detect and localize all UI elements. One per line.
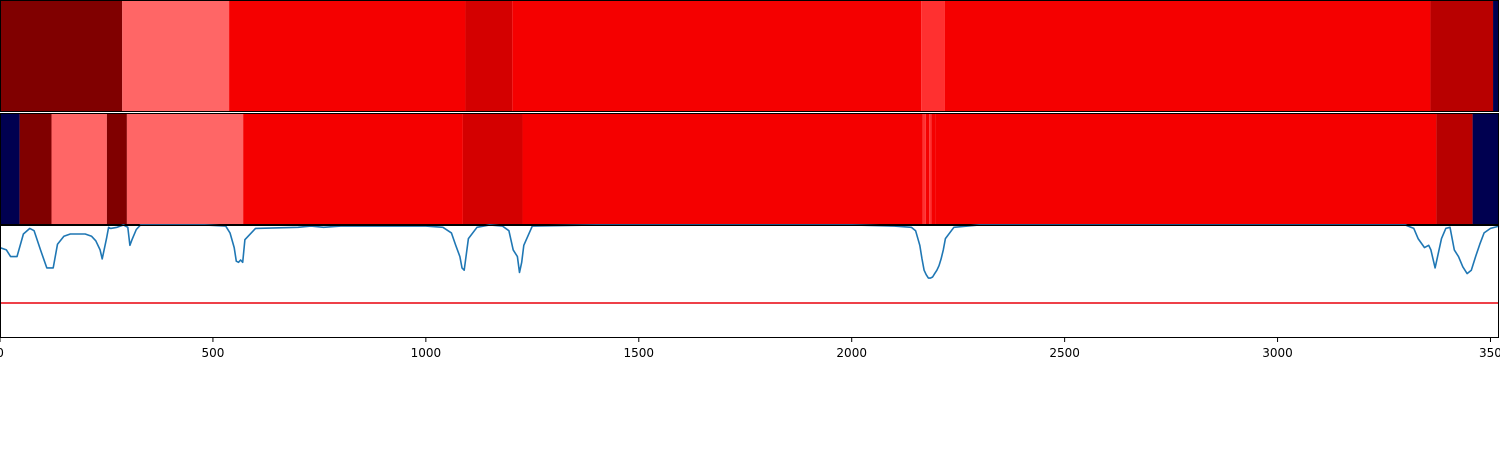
- x-tick-label: 3000: [1262, 346, 1293, 360]
- heatmap-segment: [929, 113, 932, 225]
- x-axis: 0 500 1000 1500 2000 2500 3000 350: [0, 338, 1500, 360]
- heatmap-segment: [122, 0, 230, 112]
- heatmap-segment: [931, 113, 936, 225]
- panel-frame: [0, 0, 1499, 112]
- middle-heatmap-bar: [0, 113, 1499, 225]
- heatmap-segment: [921, 0, 945, 112]
- heatmap-segment: [925, 113, 930, 225]
- heatmap-segment: [51, 113, 107, 225]
- heatmap-segment: [512, 0, 922, 112]
- top-heatmap-bar: [0, 0, 1499, 112]
- heatmap-segment: [944, 0, 1431, 112]
- x-tick-label: 0: [0, 346, 4, 360]
- heatmap-segment: [106, 113, 127, 225]
- heatmap-segment: [0, 113, 20, 225]
- heatmap-segment: [229, 0, 466, 112]
- heatmap-segment: [126, 113, 244, 225]
- x-tick-label: 350: [1479, 346, 1500, 360]
- x-tick-label: 2000: [836, 346, 867, 360]
- heatmap-segment: [243, 113, 463, 225]
- heatmap-segment: [19, 113, 52, 225]
- heatmap-segment: [522, 113, 923, 225]
- x-tick-label: 2500: [1049, 346, 1080, 360]
- heatmap-segment: [1430, 0, 1494, 112]
- heatmap-segment: [1472, 113, 1499, 225]
- heatmap-segment: [0, 0, 123, 112]
- heatmap-segment: [1493, 0, 1499, 112]
- x-tick-label: 500: [201, 346, 224, 360]
- panel-frame: [0, 225, 1499, 338]
- heatmap-segment: [462, 113, 523, 225]
- heatmap-segment: [935, 113, 1437, 225]
- x-tick-label: 1000: [411, 346, 442, 360]
- heatmap-segment: [1436, 113, 1473, 225]
- heatmap-segment: [922, 113, 926, 225]
- line-plot-panel: [0, 224, 1500, 338]
- x-tick-label: 1500: [624, 346, 655, 360]
- series-line: [0, 224, 1500, 279]
- heatmap-segment: [465, 0, 513, 112]
